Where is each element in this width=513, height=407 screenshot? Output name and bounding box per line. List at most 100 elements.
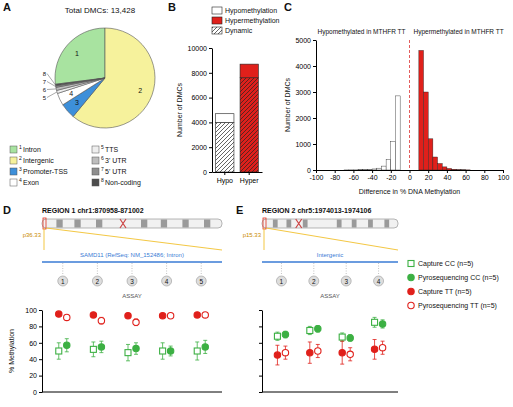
tick-label: 60 xyxy=(462,174,470,181)
marker xyxy=(167,348,173,354)
error-bar xyxy=(126,344,130,360)
bar-segment xyxy=(216,122,234,172)
assay-circle xyxy=(341,276,351,286)
y-axis: 020406080100 xyxy=(25,307,42,396)
panel-region-3: DREGION 1 chr1:870958-871002p36.33SAMD11… xyxy=(3,204,222,396)
legend-swatch xyxy=(10,157,17,164)
tick-mark xyxy=(209,48,212,49)
tick: 2000 xyxy=(295,115,316,122)
histogram-bar xyxy=(424,92,429,170)
tick: 4000 xyxy=(191,119,212,126)
ideogram-band xyxy=(337,220,342,228)
legend-label: Non-coding xyxy=(105,179,141,187)
tick-mark xyxy=(313,118,316,119)
tick: 60 xyxy=(29,340,42,347)
legend-marker xyxy=(408,302,414,308)
x-axis: HypoHyper xyxy=(213,172,263,185)
slice-label: 1 xyxy=(75,50,79,57)
tick: 80 xyxy=(29,323,42,330)
assay-connector xyxy=(346,263,347,275)
tick-mark xyxy=(313,66,316,67)
tick-label: Hypo xyxy=(217,177,233,185)
slice-label: 8 xyxy=(43,71,47,77)
marker xyxy=(371,346,377,352)
track-line xyxy=(42,261,222,262)
tick: 40 xyxy=(444,170,452,181)
tick-mark xyxy=(209,172,212,173)
points xyxy=(56,311,209,361)
marker xyxy=(90,312,96,318)
track-line xyxy=(262,261,398,262)
histogram-bar xyxy=(466,169,471,170)
tick-label: 0 xyxy=(33,389,37,396)
marker xyxy=(372,319,378,325)
assay-circle xyxy=(374,276,384,286)
marker xyxy=(202,312,208,318)
tick-mark xyxy=(39,359,42,360)
tick: 0 xyxy=(33,389,42,396)
tick-mark xyxy=(313,40,316,41)
tick: 0 xyxy=(408,170,412,181)
slice-label: 4 xyxy=(69,90,73,97)
tick: 100 xyxy=(498,170,510,181)
tick-label: 4000 xyxy=(295,63,311,70)
tick-label: 40 xyxy=(29,356,37,363)
assay-connector xyxy=(132,263,133,275)
assay-number: 3 xyxy=(130,278,134,285)
legend-marker xyxy=(408,288,414,294)
panel-region-4: EREGION 2 chr5:1974013-1974106p15.33Inte… xyxy=(236,204,398,393)
legend-swatch xyxy=(92,179,99,186)
annotation: Hypermethylated in MTHFR TT xyxy=(414,28,504,36)
marker xyxy=(194,348,200,354)
bar-segment xyxy=(216,114,234,123)
tick-mark xyxy=(259,376,262,377)
ideogram-band xyxy=(74,220,80,228)
legend-number: 8 xyxy=(101,177,104,183)
tick-label: 8000 xyxy=(191,70,207,77)
legend-swatch xyxy=(212,7,222,14)
panel-label: B xyxy=(168,1,176,13)
tick-label: 6000 xyxy=(191,94,207,101)
assay-circle xyxy=(127,276,137,286)
zoom-line xyxy=(266,228,398,250)
tick-mark xyxy=(313,144,316,145)
marker xyxy=(282,331,288,337)
marker xyxy=(133,319,139,325)
histogram-bar xyxy=(428,139,433,170)
tick-mark xyxy=(39,392,42,393)
assay-circle xyxy=(58,276,68,286)
tick-mark xyxy=(259,310,262,311)
legend-label: Capture CC (n=5) xyxy=(418,260,473,268)
error-bar xyxy=(91,342,95,357)
legend-label: Promoter-TSS xyxy=(23,168,68,175)
legend-number: 6 xyxy=(101,155,104,161)
marker xyxy=(125,350,131,356)
legend-label: Hypomethylation xyxy=(225,7,277,15)
tick: -80 xyxy=(330,170,340,181)
histogram-bar xyxy=(353,169,358,170)
ideogram xyxy=(262,219,398,228)
assay-circle xyxy=(162,276,172,286)
panel-label: A xyxy=(3,1,11,13)
legend-number: 1 xyxy=(19,144,22,150)
assay-connector xyxy=(201,263,202,275)
panel-label: E xyxy=(236,204,243,216)
ideogram-band xyxy=(303,220,308,228)
tick-label: 20 xyxy=(425,174,433,181)
histogram-bar xyxy=(344,169,349,170)
tick: 100 xyxy=(25,307,42,314)
legend-number: 2 xyxy=(19,155,22,161)
track-axis-title: ASSAY xyxy=(320,293,340,299)
slice-label: 3 xyxy=(75,99,79,106)
histogram-bar xyxy=(391,141,396,170)
marker xyxy=(125,313,131,319)
slice-label: 2 xyxy=(138,87,142,94)
marker xyxy=(274,352,280,358)
marker xyxy=(339,334,345,340)
tick: 0 xyxy=(307,167,316,174)
legend-marker xyxy=(408,274,414,280)
slice xyxy=(55,28,105,84)
legend-swatch xyxy=(10,146,17,153)
histogram-bar xyxy=(372,169,377,170)
centromere xyxy=(120,219,126,228)
